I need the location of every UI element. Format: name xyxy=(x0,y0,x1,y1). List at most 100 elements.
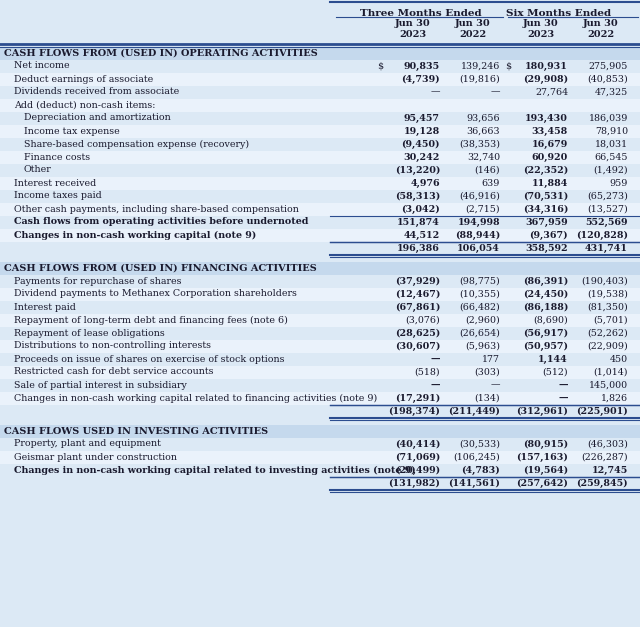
Text: 4,976: 4,976 xyxy=(410,179,440,187)
Text: 275,905: 275,905 xyxy=(589,61,628,70)
Text: (8,690): (8,690) xyxy=(533,315,568,325)
Text: —: — xyxy=(490,381,500,389)
Text: (88,944): (88,944) xyxy=(455,231,500,240)
Text: 180,931: 180,931 xyxy=(525,61,568,70)
Text: 93,656: 93,656 xyxy=(467,113,500,122)
Text: (226,287): (226,287) xyxy=(581,453,628,461)
Text: $: $ xyxy=(377,61,383,70)
Text: (71,069): (71,069) xyxy=(395,453,440,461)
Bar xyxy=(0,228,640,241)
Text: Dividend payments to Methanex Corporation shareholders: Dividend payments to Methanex Corporatio… xyxy=(14,290,297,298)
Text: Repayment of lease obligations: Repayment of lease obligations xyxy=(14,329,164,337)
Text: 60,920: 60,920 xyxy=(532,152,568,162)
Text: (19,816): (19,816) xyxy=(460,75,500,83)
Bar xyxy=(0,438,640,451)
Text: Deduct earnings of associate: Deduct earnings of associate xyxy=(14,75,153,83)
Text: —: — xyxy=(431,354,440,364)
Text: (56,917): (56,917) xyxy=(523,329,568,337)
Bar xyxy=(0,463,640,477)
Text: —: — xyxy=(559,394,568,403)
Bar xyxy=(0,176,640,189)
Text: 33,458: 33,458 xyxy=(532,127,568,135)
Text: (9,450): (9,450) xyxy=(401,139,440,149)
Text: $: $ xyxy=(505,61,511,70)
Text: (211,449): (211,449) xyxy=(448,406,500,416)
Text: (4,783): (4,783) xyxy=(461,465,500,475)
Text: (50,957): (50,957) xyxy=(523,342,568,350)
Bar xyxy=(0,366,640,379)
Text: (70,531): (70,531) xyxy=(523,191,568,201)
Text: 19,128: 19,128 xyxy=(404,127,440,135)
Text: 639: 639 xyxy=(482,179,500,187)
Text: 36,663: 36,663 xyxy=(467,127,500,135)
Bar xyxy=(0,98,640,112)
Text: (1,014): (1,014) xyxy=(593,367,628,376)
Text: 12,745: 12,745 xyxy=(592,465,628,475)
Text: (106,245): (106,245) xyxy=(453,453,500,461)
Text: (86,188): (86,188) xyxy=(523,302,568,312)
Text: 177: 177 xyxy=(482,354,500,364)
Bar xyxy=(0,112,640,125)
Text: (3,042): (3,042) xyxy=(401,204,440,214)
Text: Finance costs: Finance costs xyxy=(24,152,90,162)
Text: 194,998: 194,998 xyxy=(458,218,500,226)
Bar xyxy=(0,288,640,300)
Text: (66,482): (66,482) xyxy=(460,302,500,312)
Text: 1,826: 1,826 xyxy=(601,394,628,403)
Bar xyxy=(0,339,640,352)
Bar xyxy=(0,477,640,490)
Text: 16,679: 16,679 xyxy=(532,139,568,149)
Text: 1,144: 1,144 xyxy=(538,354,568,364)
Text: 367,959: 367,959 xyxy=(525,218,568,226)
Text: (80,915): (80,915) xyxy=(523,440,568,448)
Bar xyxy=(0,125,640,137)
Text: Share-based compensation expense (recovery): Share-based compensation expense (recove… xyxy=(24,139,249,149)
Text: 11,884: 11,884 xyxy=(532,179,568,187)
Bar xyxy=(0,451,640,463)
Text: Other: Other xyxy=(24,166,52,174)
Text: Distributions to non-controlling interests: Distributions to non-controlling interes… xyxy=(14,342,211,350)
Text: Changes in non-cash working capital (note 9): Changes in non-cash working capital (not… xyxy=(14,231,256,240)
Text: 47,325: 47,325 xyxy=(595,88,628,97)
Text: 139,246: 139,246 xyxy=(461,61,500,70)
Text: (257,642): (257,642) xyxy=(516,478,568,488)
Text: CASH FLOWS USED IN INVESTING ACTIVITIES: CASH FLOWS USED IN INVESTING ACTIVITIES xyxy=(4,426,268,436)
Text: (24,450): (24,450) xyxy=(523,290,568,298)
Text: 196,386: 196,386 xyxy=(397,243,440,253)
Text: (37,929): (37,929) xyxy=(395,277,440,285)
Text: Property, plant and equipment: Property, plant and equipment xyxy=(14,440,161,448)
Text: 27,764: 27,764 xyxy=(535,88,568,97)
Bar xyxy=(0,352,640,366)
Text: Depreciation and amortization: Depreciation and amortization xyxy=(24,113,171,122)
Text: (46,303): (46,303) xyxy=(587,440,628,448)
Text: 186,039: 186,039 xyxy=(589,113,628,122)
Text: Add (deduct) non-cash items:: Add (deduct) non-cash items: xyxy=(14,100,156,110)
Text: 151,874: 151,874 xyxy=(397,218,440,226)
Text: CASH FLOWS FROM (USED IN) OPERATING ACTIVITIES: CASH FLOWS FROM (USED IN) OPERATING ACTI… xyxy=(4,48,317,58)
Text: (19,564): (19,564) xyxy=(523,465,568,475)
Text: Repayment of long-term debt and financing fees (note 6): Repayment of long-term debt and financin… xyxy=(14,315,288,325)
Text: (157,163): (157,163) xyxy=(516,453,568,461)
Bar xyxy=(0,203,640,216)
Bar xyxy=(0,424,640,438)
Text: (38,353): (38,353) xyxy=(459,139,500,149)
Text: (312,961): (312,961) xyxy=(516,406,568,416)
Text: Other cash payments, including share-based compensation: Other cash payments, including share-bas… xyxy=(14,204,299,214)
Text: (40,853): (40,853) xyxy=(588,75,628,83)
Bar xyxy=(0,73,640,85)
Text: (40,414): (40,414) xyxy=(395,440,440,448)
Text: 32,740: 32,740 xyxy=(467,152,500,162)
Bar xyxy=(0,137,640,150)
Text: Jun 30
2022: Jun 30 2022 xyxy=(583,19,619,39)
Text: (12,467): (12,467) xyxy=(395,290,440,298)
Text: (20,499): (20,499) xyxy=(395,465,440,475)
Text: Jun 30
2023: Jun 30 2023 xyxy=(395,19,431,39)
Text: (4,739): (4,739) xyxy=(401,75,440,83)
Text: 193,430: 193,430 xyxy=(525,113,568,122)
Text: (67,861): (67,861) xyxy=(395,302,440,312)
Text: 30,242: 30,242 xyxy=(404,152,440,162)
Text: 450: 450 xyxy=(610,354,628,364)
Text: —: — xyxy=(431,381,440,389)
Text: Payments for repurchase of shares: Payments for repurchase of shares xyxy=(14,277,182,285)
Text: (81,350): (81,350) xyxy=(588,302,628,312)
